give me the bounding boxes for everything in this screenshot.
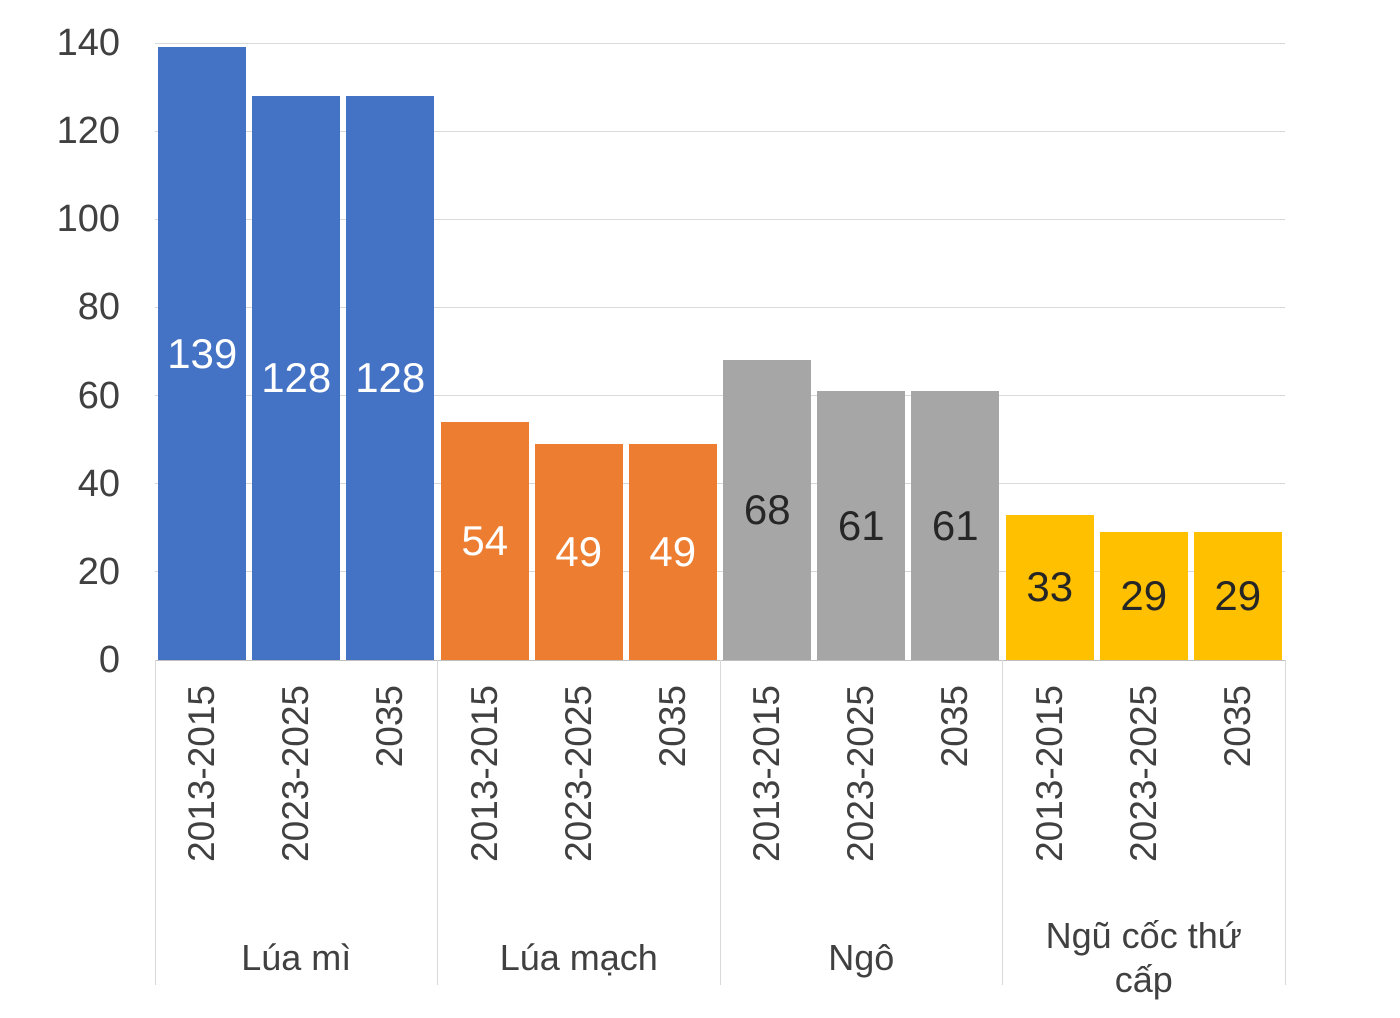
gridline (155, 306, 1285, 308)
x-axis-tick-label: 2013-2015 (1028, 685, 1070, 862)
group-label: Ngô (720, 915, 1003, 1000)
category-separator (719, 660, 721, 985)
gridline (155, 42, 1285, 44)
bar-value-label: 128 (261, 353, 332, 401)
category-separator (1284, 660, 1286, 985)
category-separator (154, 660, 156, 985)
bar: 49 (628, 444, 717, 660)
x-axis-tick-label: 2035 (934, 685, 976, 768)
bar: 49 (534, 444, 623, 660)
bar-value-label: 61 (837, 501, 885, 549)
x-axis-tick-label: 2035 (1216, 685, 1258, 768)
y-axis-tick-label: 100 (56, 198, 120, 241)
bar-value-label: 139 (167, 329, 238, 377)
y-axis-tick-label: 20 (77, 550, 120, 593)
group-label-text: Lúa mì (241, 936, 352, 978)
bar: 54 (440, 422, 529, 660)
gridline (155, 571, 1285, 573)
bar: 128 (346, 95, 435, 660)
x-axis-tick-label: 2013-2015 (746, 685, 788, 862)
group-label-text: Ngô (828, 936, 895, 978)
gridline (155, 218, 1285, 220)
group-label: Lúa mạch (438, 915, 721, 1000)
bar: 139 (158, 47, 247, 660)
bar-value-label: 128 (355, 353, 426, 401)
group-label-text: Ngũ cốc thứ cấp (1045, 915, 1242, 1000)
bar: 33 (1005, 514, 1094, 660)
bar-value-label: 54 (461, 516, 509, 564)
y-axis-tick-label: 80 (77, 286, 120, 329)
y-axis-tick-label: 40 (77, 462, 120, 505)
x-axis-tick-label: 2035 (651, 685, 693, 768)
category-separator (437, 660, 438, 985)
x-axis-tick-label: 2023-2025 (557, 685, 599, 862)
x-axis-tick-label: 2023-2025 (1122, 685, 1164, 862)
bar: 29 (1193, 532, 1282, 660)
bar: 68 (723, 360, 812, 660)
group-label: Lúa mì (155, 915, 438, 1000)
y-axis-tick-label: 0 (98, 639, 120, 681)
y-axis-tick-label: 120 (56, 110, 120, 153)
group-label-text: Lúa mạch (499, 936, 658, 978)
bar-value-label: 49 (649, 528, 697, 576)
bar-value-label: 61 (931, 501, 979, 549)
bar-value-label: 29 (1214, 572, 1262, 620)
y-axis-tick-label: 60 (77, 374, 120, 417)
category-separator (1002, 660, 1003, 985)
x-axis-tick-label: 2013-2015 (181, 685, 223, 862)
gridline (155, 395, 1285, 397)
x-axis-tick-label: 2035 (369, 685, 411, 768)
group-label: Ngũ cốc thứ cấp (1003, 915, 1286, 1000)
x-axis-tick-label: 2023-2025 (840, 685, 882, 862)
y-axis-tick-label: 140 (56, 22, 120, 64)
bar: 61 (911, 391, 1000, 660)
bar-value-label: 68 (743, 486, 791, 534)
x-axis-tick-label: 2023-2025 (275, 685, 317, 862)
bar-value-label: 29 (1120, 572, 1168, 620)
bar-value-label: 49 (555, 528, 603, 576)
bar-value-label: 33 (1026, 563, 1074, 611)
gridline (155, 483, 1285, 485)
x-axis-tick-label: 2013-2015 (463, 685, 505, 862)
gridline (155, 130, 1285, 132)
bar: 61 (817, 391, 906, 660)
bar: 128 (252, 95, 341, 660)
bar: 29 (1099, 532, 1188, 660)
